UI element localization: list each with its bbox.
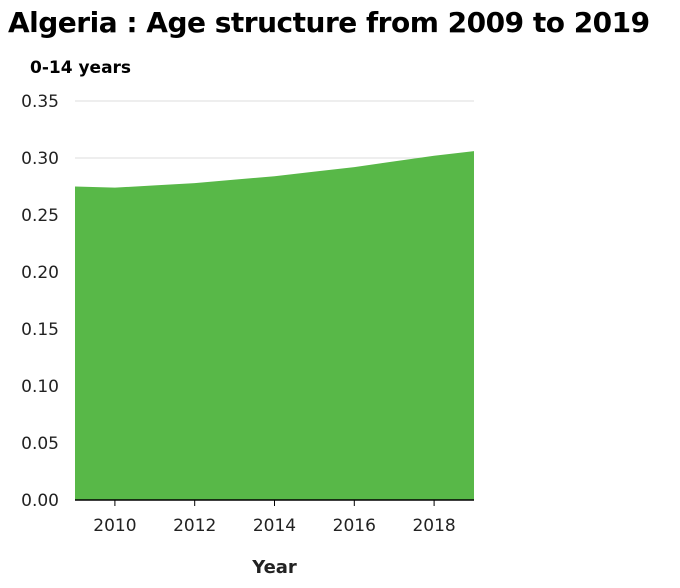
- x-tick-label: 2010: [93, 516, 136, 536]
- chart-title: Algeria : Age structure from 2009 to 201…: [8, 6, 650, 39]
- area-layer: [75, 151, 474, 500]
- x-tick-label: 2012: [173, 516, 216, 536]
- y-tick-label: 0.35: [21, 92, 59, 112]
- y-tick-label: 0.10: [21, 377, 59, 397]
- y-tick-label: 0.30: [21, 149, 59, 169]
- y-tick-label: 0.05: [21, 434, 59, 454]
- x-tick-label: 2018: [412, 516, 455, 536]
- area-series-0: [75, 151, 474, 500]
- y-tick-label: 0.25: [21, 206, 59, 226]
- y-axis-label: 0-14 years: [30, 58, 132, 78]
- y-tick-label: 0.00: [21, 491, 59, 511]
- x-tick-label: 2014: [253, 516, 296, 536]
- x-axis-label: Year: [251, 557, 297, 578]
- y-tick-label: 0.15: [21, 320, 59, 340]
- x-ticks: 2010 2012 2014 2016 2018: [93, 500, 456, 536]
- y-tick-label: 0.20: [21, 263, 59, 283]
- y-ticks: 0.00 0.05 0.10 0.15 0.20 0.25 0.30 0.35: [21, 92, 59, 511]
- x-tick-label: 2016: [333, 516, 376, 536]
